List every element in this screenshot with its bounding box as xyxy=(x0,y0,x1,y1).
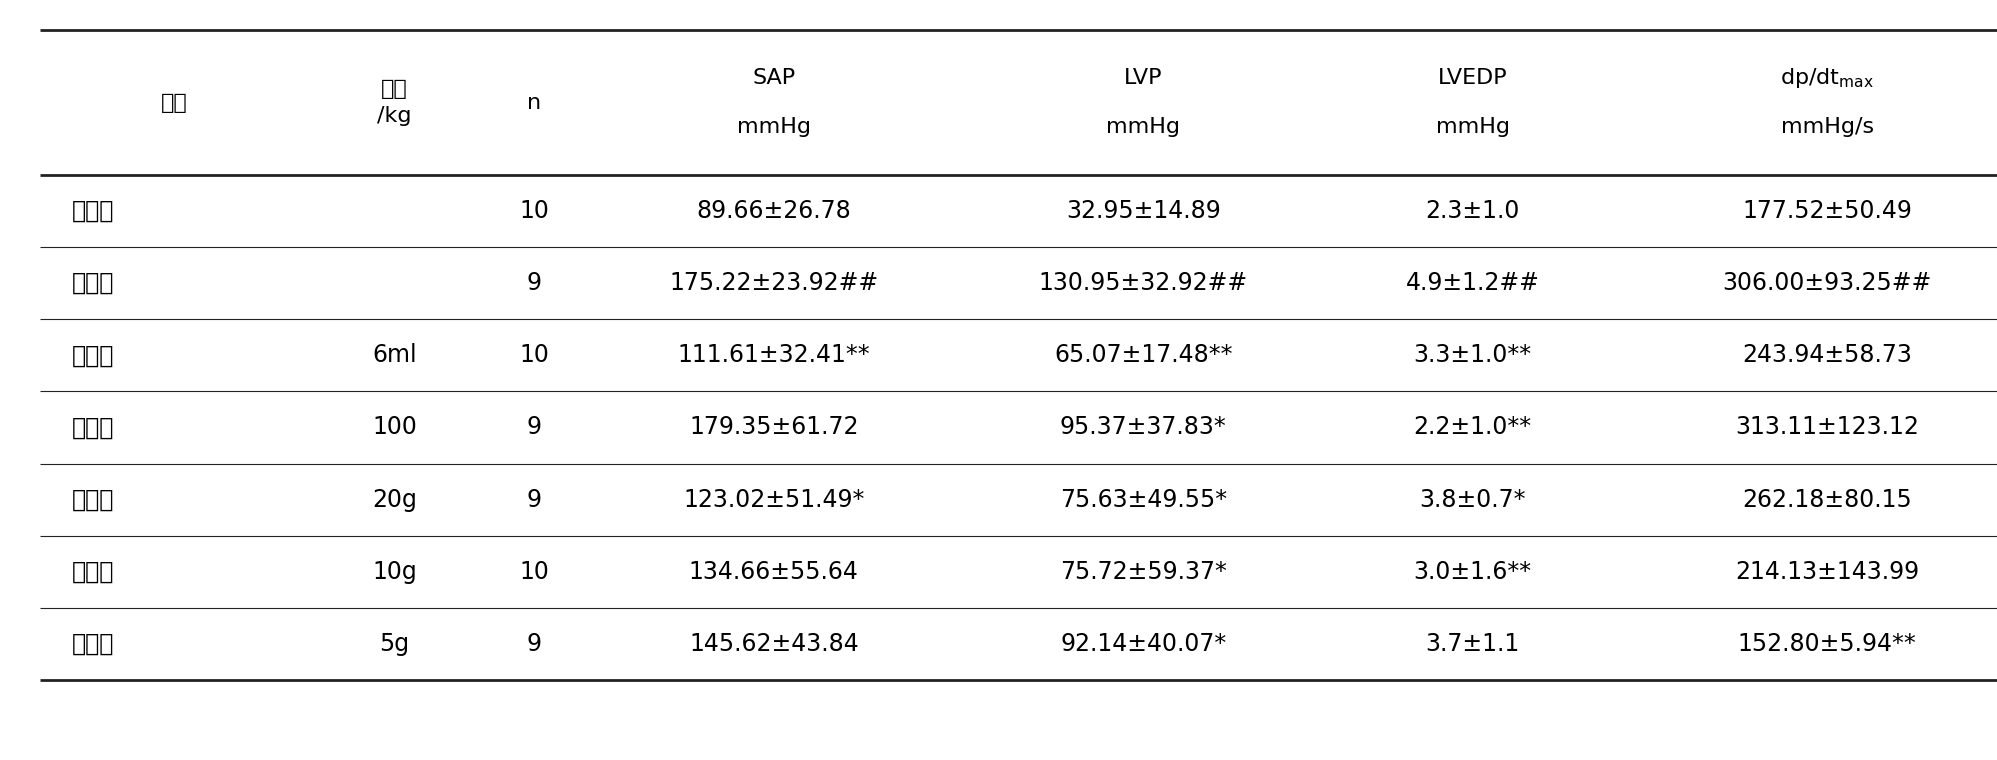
Text: 参芪益: 参芪益 xyxy=(72,632,114,656)
Text: 3.7±1.1: 3.7±1.1 xyxy=(1426,632,1520,656)
Text: 5g: 5g xyxy=(379,632,409,656)
Text: 175.22±23.92##: 175.22±23.92## xyxy=(669,271,879,295)
Text: 65.07±17.48**: 65.07±17.48** xyxy=(1054,344,1232,367)
Text: 10: 10 xyxy=(519,344,549,367)
Text: 111.61±32.41**: 111.61±32.41** xyxy=(677,344,871,367)
Text: mmHg/s: mmHg/s xyxy=(1781,117,1873,137)
Text: 10: 10 xyxy=(519,560,549,584)
Text: 6ml: 6ml xyxy=(371,344,417,367)
Text: 179.35±61.72: 179.35±61.72 xyxy=(689,416,859,439)
Text: SAP: SAP xyxy=(753,68,795,88)
Text: 3.8±0.7*: 3.8±0.7* xyxy=(1420,488,1526,511)
Text: 模型组: 模型组 xyxy=(72,271,114,295)
Text: 4.9±1.2##: 4.9±1.2## xyxy=(1406,271,1540,295)
Text: 75.63±49.55*: 75.63±49.55* xyxy=(1060,488,1226,511)
Text: 243.94±58.73: 243.94±58.73 xyxy=(1741,344,1913,367)
Text: 95.37±37.83*: 95.37±37.83* xyxy=(1060,416,1226,439)
Text: 130.95±32.92##: 130.95±32.92## xyxy=(1038,271,1248,295)
Text: 2.3±1.0: 2.3±1.0 xyxy=(1426,199,1520,223)
Text: 75.72±59.37*: 75.72±59.37* xyxy=(1060,560,1226,584)
Text: 参芪益: 参芪益 xyxy=(72,488,114,511)
Text: 100: 100 xyxy=(371,416,417,439)
Text: 20g: 20g xyxy=(371,488,417,511)
Text: LVP: LVP xyxy=(1124,68,1162,88)
Text: 参芪益: 参芪益 xyxy=(72,560,114,584)
Text: 假手术: 假手术 xyxy=(72,199,114,223)
Text: n: n xyxy=(527,93,541,112)
Text: 32.95±14.89: 32.95±14.89 xyxy=(1066,199,1220,223)
Text: 3.3±1.0**: 3.3±1.0** xyxy=(1414,344,1532,367)
Text: 生脉饮: 生脉饮 xyxy=(72,344,114,367)
Text: 分组: 分组 xyxy=(162,93,188,112)
Text: mmHg: mmHg xyxy=(1436,117,1510,137)
Text: 9: 9 xyxy=(527,488,541,511)
Text: mmHg: mmHg xyxy=(1106,117,1180,137)
Text: 92.14±40.07*: 92.14±40.07* xyxy=(1060,632,1226,656)
Text: 3.0±1.6**: 3.0±1.6** xyxy=(1414,560,1532,584)
Text: 9: 9 xyxy=(527,632,541,656)
Text: 89.66±26.78: 89.66±26.78 xyxy=(697,199,851,223)
Text: 214.13±143.99: 214.13±143.99 xyxy=(1735,560,1919,584)
Text: 134.66±55.64: 134.66±55.64 xyxy=(689,560,859,584)
Text: 177.52±50.49: 177.52±50.49 xyxy=(1741,199,1913,223)
Text: 306.00±93.25##: 306.00±93.25## xyxy=(1723,271,1931,295)
Text: 剂量
/kg: 剂量 /kg xyxy=(377,79,411,126)
Text: LVEDP: LVEDP xyxy=(1438,68,1508,88)
Text: 262.18±80.15: 262.18±80.15 xyxy=(1741,488,1913,511)
Text: 152.80±5.94**: 152.80±5.94** xyxy=(1737,632,1917,656)
Text: 10g: 10g xyxy=(371,560,417,584)
Text: 地高辛: 地高辛 xyxy=(72,416,114,439)
Text: mmHg: mmHg xyxy=(737,117,811,137)
Text: 313.11±123.12: 313.11±123.12 xyxy=(1735,416,1919,439)
Text: 9: 9 xyxy=(527,416,541,439)
Text: 123.02±51.49*: 123.02±51.49* xyxy=(683,488,865,511)
Text: 145.62±43.84: 145.62±43.84 xyxy=(689,632,859,656)
Text: 10: 10 xyxy=(519,199,549,223)
Text: 2.2±1.0**: 2.2±1.0** xyxy=(1414,416,1532,439)
Text: 9: 9 xyxy=(527,271,541,295)
Text: dp/dt$_{\mathrm{max}}$: dp/dt$_{\mathrm{max}}$ xyxy=(1779,66,1875,90)
